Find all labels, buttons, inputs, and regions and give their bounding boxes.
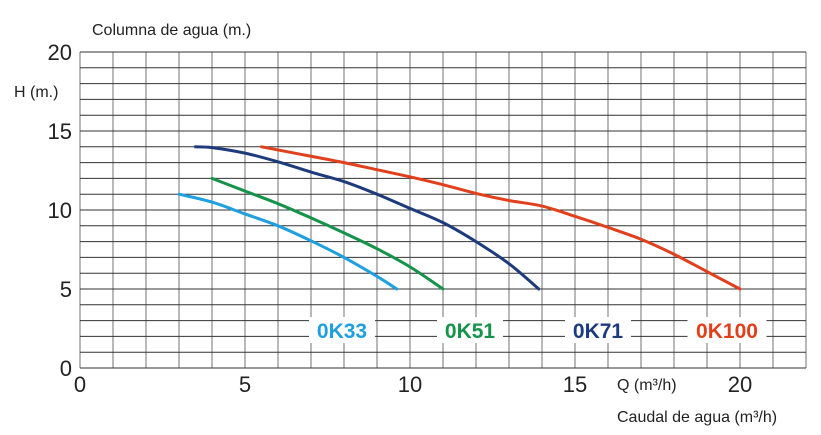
legend-bg: [437, 317, 503, 343]
curve-0k51: [210, 176, 445, 291]
legend-label-0k51: 0K51: [445, 320, 496, 343]
curve-0k33: [177, 192, 399, 291]
curve-0k71: [194, 145, 541, 291]
x-axis-inline-label: Q (m³/h): [617, 377, 677, 394]
y-tick-labels: 0 5 10 15 20: [48, 40, 72, 381]
x-tick-label: 20: [728, 372, 752, 397]
legend-label-0k71: 0K71: [573, 320, 624, 343]
x-tick-labels: 0 5 10 15 20: [74, 372, 752, 397]
chart-title: Columna de agua (m.): [92, 22, 251, 39]
curve-0k100: [260, 145, 742, 291]
legend-bg: [565, 317, 631, 343]
x-tick-label: 5: [239, 372, 251, 397]
x-tick-label: 15: [563, 372, 587, 397]
curves: [177, 145, 742, 291]
grid: [79, 51, 807, 369]
y-tick-label: 5: [60, 277, 72, 302]
legend-label-0k100: 0K100: [696, 320, 758, 343]
y-axis-label: H (m.): [14, 84, 58, 101]
y-tick-label: 0: [60, 356, 72, 381]
legend: 0K33 0K51 0K71 0K100: [309, 317, 767, 343]
legend-bg: [687, 317, 767, 343]
legend-bg: [309, 317, 375, 343]
x-tick-label: 10: [398, 372, 422, 397]
y-tick-label: 20: [48, 40, 72, 65]
x-tick-label: 0: [74, 372, 86, 397]
y-tick-label: 10: [48, 198, 72, 223]
y-tick-label: 15: [48, 119, 72, 144]
x-axis-label: Caudal de agua (m³/h): [617, 409, 777, 426]
legend-label-0k33: 0K33: [317, 320, 367, 343]
